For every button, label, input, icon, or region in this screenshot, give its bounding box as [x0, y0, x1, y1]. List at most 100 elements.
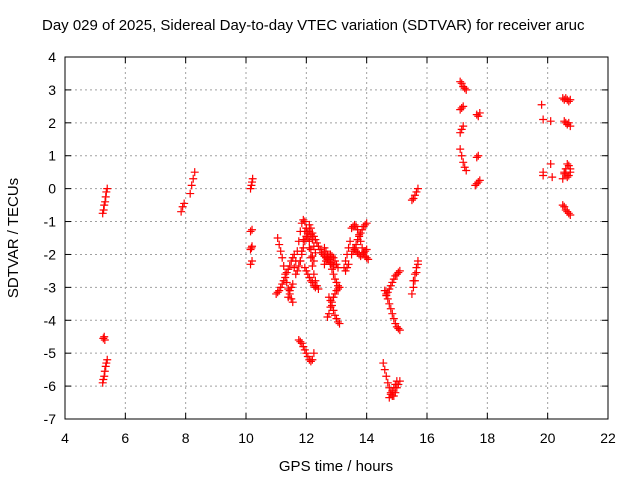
data-point [332, 314, 341, 323]
series-sat-u [323, 285, 343, 321]
series-sat-x [341, 260, 353, 275]
data-point [246, 245, 255, 254]
data-point [100, 367, 109, 376]
data-point [558, 201, 567, 210]
series-sat-ak [456, 122, 468, 137]
series-sat-o [296, 224, 318, 266]
data-point [284, 293, 293, 302]
data-point [102, 187, 111, 196]
data-point [394, 268, 403, 277]
data-point [103, 184, 112, 193]
data-point [362, 253, 371, 262]
data-point [308, 355, 317, 364]
data-point [311, 283, 320, 292]
data-point [344, 260, 353, 269]
data-point [177, 207, 186, 216]
data-point [101, 192, 110, 201]
data-point [100, 201, 109, 210]
series-sat-a [98, 184, 112, 218]
data-point [248, 242, 257, 251]
data-point [413, 257, 422, 266]
data-point [566, 95, 575, 104]
series-sat-ah [407, 184, 422, 205]
data-point [100, 336, 109, 345]
data-point [98, 378, 107, 387]
y-tick-label: 1 [48, 148, 56, 164]
data-point [297, 247, 306, 256]
data-point [457, 79, 466, 88]
series-sat-i [246, 257, 257, 269]
data-point [472, 153, 481, 162]
data-point [388, 387, 397, 396]
x-tick-label: 12 [299, 430, 315, 446]
data-point [564, 171, 573, 180]
x-tick-label: 10 [238, 430, 254, 446]
data-point [459, 122, 468, 131]
data-point [305, 273, 314, 282]
data-point [312, 238, 321, 247]
y-tick-label: -3 [44, 279, 57, 295]
data-point [460, 84, 469, 93]
data-point [332, 286, 341, 295]
data-point [388, 309, 397, 318]
data-point [246, 227, 255, 236]
data-point [474, 178, 483, 187]
data-point [380, 365, 389, 374]
data-point [306, 357, 315, 366]
data-point [386, 304, 395, 313]
data-point [276, 283, 285, 292]
data-point [299, 342, 308, 351]
data-point [386, 281, 395, 290]
series-sat-c [98, 355, 112, 387]
data-point [303, 270, 312, 279]
data-point [412, 263, 421, 272]
data-point [303, 352, 312, 361]
series-sat-ap [537, 100, 555, 126]
data-point [346, 237, 355, 246]
data-point [410, 191, 419, 200]
data-point [475, 176, 484, 185]
data-point [474, 112, 483, 121]
series-sat-ai [456, 77, 471, 94]
data-point [189, 174, 198, 183]
x-tick-label: 18 [480, 430, 496, 446]
y-tick-label: -2 [44, 246, 57, 262]
data-point [537, 100, 546, 109]
data-point [353, 235, 362, 244]
data-point [308, 278, 317, 287]
data-point [99, 375, 108, 384]
data-point [284, 265, 293, 274]
data-point [364, 255, 373, 264]
data-point [564, 118, 573, 127]
series-sat-ac [382, 266, 404, 300]
data-point [459, 158, 468, 167]
data-point [389, 275, 398, 284]
data-point [190, 168, 199, 177]
data-point [548, 173, 557, 182]
data-point [362, 245, 371, 254]
data-point [475, 108, 484, 117]
data-point [308, 261, 317, 270]
data-point [350, 220, 359, 229]
data-point [320, 260, 329, 269]
y-tick-label: 0 [48, 181, 56, 197]
data-point [288, 280, 297, 289]
data-point [383, 288, 392, 297]
data-point [187, 181, 196, 190]
series-sat-aq [539, 115, 548, 124]
data-point [462, 166, 471, 175]
data-point [457, 125, 466, 134]
data-point [321, 257, 330, 266]
data-point [385, 299, 394, 308]
data-point [388, 278, 397, 287]
data-point [564, 209, 573, 218]
data-point [334, 285, 343, 294]
data-point [332, 278, 341, 287]
data-point [334, 317, 343, 326]
data-point [305, 237, 314, 246]
data-point [278, 253, 287, 262]
data-point [462, 85, 471, 94]
data-point [100, 372, 109, 381]
data-point [409, 276, 418, 285]
data-point [460, 163, 469, 172]
